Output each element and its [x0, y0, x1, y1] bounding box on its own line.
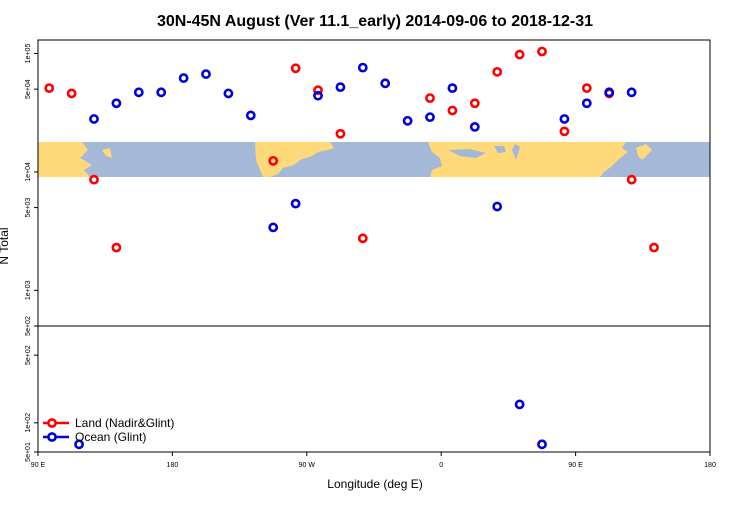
chart-title: 30N-45N August (Ver 11.1_early) 2014-09-… [157, 13, 593, 30]
point-series1-24 [604, 87, 615, 98]
upper-y-tick-label-0: 5e+02 [25, 316, 32, 336]
point-series1-11 [313, 90, 323, 101]
point-series0-11 [469, 98, 480, 109]
point-series0-0 [44, 83, 55, 94]
point-series0-9 [425, 93, 435, 104]
world-map-band [38, 142, 710, 177]
upper-y-tick-label-1: 1e+03 [25, 280, 32, 300]
point-series1-22 [559, 114, 570, 124]
point-series1-0 [74, 439, 84, 450]
point-series0-14 [537, 46, 547, 57]
point-series1-23 [581, 98, 592, 109]
point-series0-6 [313, 85, 323, 96]
point-series0-18 [626, 174, 637, 185]
point-series1-3 [133, 87, 144, 98]
upper-y-tick-label-3: 1e+04 [25, 162, 32, 182]
point-series0-16 [581, 83, 592, 94]
point-series0-7 [335, 128, 346, 139]
point-series1-1 [89, 114, 99, 124]
lower-y-tick-label-1: 1e+02 [25, 413, 32, 433]
map-land-4 [636, 144, 652, 160]
point-series0-5 [290, 63, 301, 74]
map-land-3 [428, 142, 628, 177]
point-series1-10 [290, 198, 301, 209]
legend-marker-1 [47, 432, 57, 442]
point-series1-4 [156, 87, 167, 98]
legend-label-0: Land (Nadir&Glint) [75, 416, 174, 430]
point-series1-19 [492, 201, 503, 212]
point-series1-16 [425, 112, 435, 123]
lower-y-tick-label-0: 5e+01 [25, 442, 32, 462]
lower-panel-frame [37, 325, 711, 453]
point-series0-15 [559, 126, 570, 137]
point-series0-10 [447, 105, 458, 116]
point-series1-13 [357, 62, 368, 73]
upper-panel-frame [37, 39, 711, 327]
upper-y-tick-label-4: 5e+04 [25, 79, 32, 99]
upper-y-tick-label-5: 1e+05 [25, 44, 32, 64]
map-sea-0 [448, 149, 486, 158]
point-series1-15 [402, 115, 413, 126]
point-series0-2 [89, 174, 99, 185]
map-land-2 [255, 142, 334, 177]
axes: 90 E 180 90 W 0 90 E 180 5e+02 1e+03 5e+03 1e+04 5… [25, 44, 716, 469]
map-land-1 [102, 148, 112, 158]
point-series0-3 [111, 242, 122, 253]
point-series0-19 [649, 242, 659, 253]
point-series0-8 [357, 233, 368, 244]
point-series0-4 [268, 155, 279, 166]
point-series0-13 [514, 49, 525, 60]
map-sea-1 [494, 146, 506, 153]
x-tick-label-3: 0 [439, 462, 443, 469]
point-series1-9 [268, 222, 279, 233]
point-series1-6 [201, 69, 211, 79]
point-series1-18 [469, 121, 480, 132]
point-series1-20 [514, 399, 525, 410]
point-series1-7 [223, 88, 234, 99]
x-tick-label-2: 90 W [299, 462, 316, 469]
legend-label-1: Ocean (Glint) [75, 430, 146, 444]
data-points [44, 46, 659, 450]
x-tick-label-1: 180 [167, 462, 179, 469]
y-axis-title: N Total [0, 227, 11, 264]
point-series1-12 [335, 82, 346, 93]
x-tick-label-5: 180 [704, 462, 716, 469]
point-series1-5 [178, 73, 189, 83]
x-axis-title: Longitude (deg E) [327, 477, 422, 491]
upper-y-tick-label-2: 5e+03 [25, 198, 32, 218]
point-series1-2 [111, 98, 122, 109]
point-series0-12 [492, 66, 503, 77]
lower-y-tick-label-2: 5e+02 [25, 345, 32, 365]
legend-marker-0 [47, 418, 57, 428]
map-sea-2 [512, 144, 520, 160]
point-series1-8 [245, 110, 256, 121]
legend: Land (Nadir&Glint)Ocean (Glint) [43, 416, 174, 444]
x-tick-label-4: 90 E [568, 462, 583, 469]
x-tick-label-0: 90 E [31, 462, 46, 469]
point-series0-1 [66, 88, 77, 99]
map-land-0 [38, 142, 92, 177]
point-series1-25 [626, 87, 637, 98]
point-series1-17 [447, 83, 458, 94]
point-series1-21 [537, 439, 547, 450]
point-series1-14 [380, 78, 391, 89]
